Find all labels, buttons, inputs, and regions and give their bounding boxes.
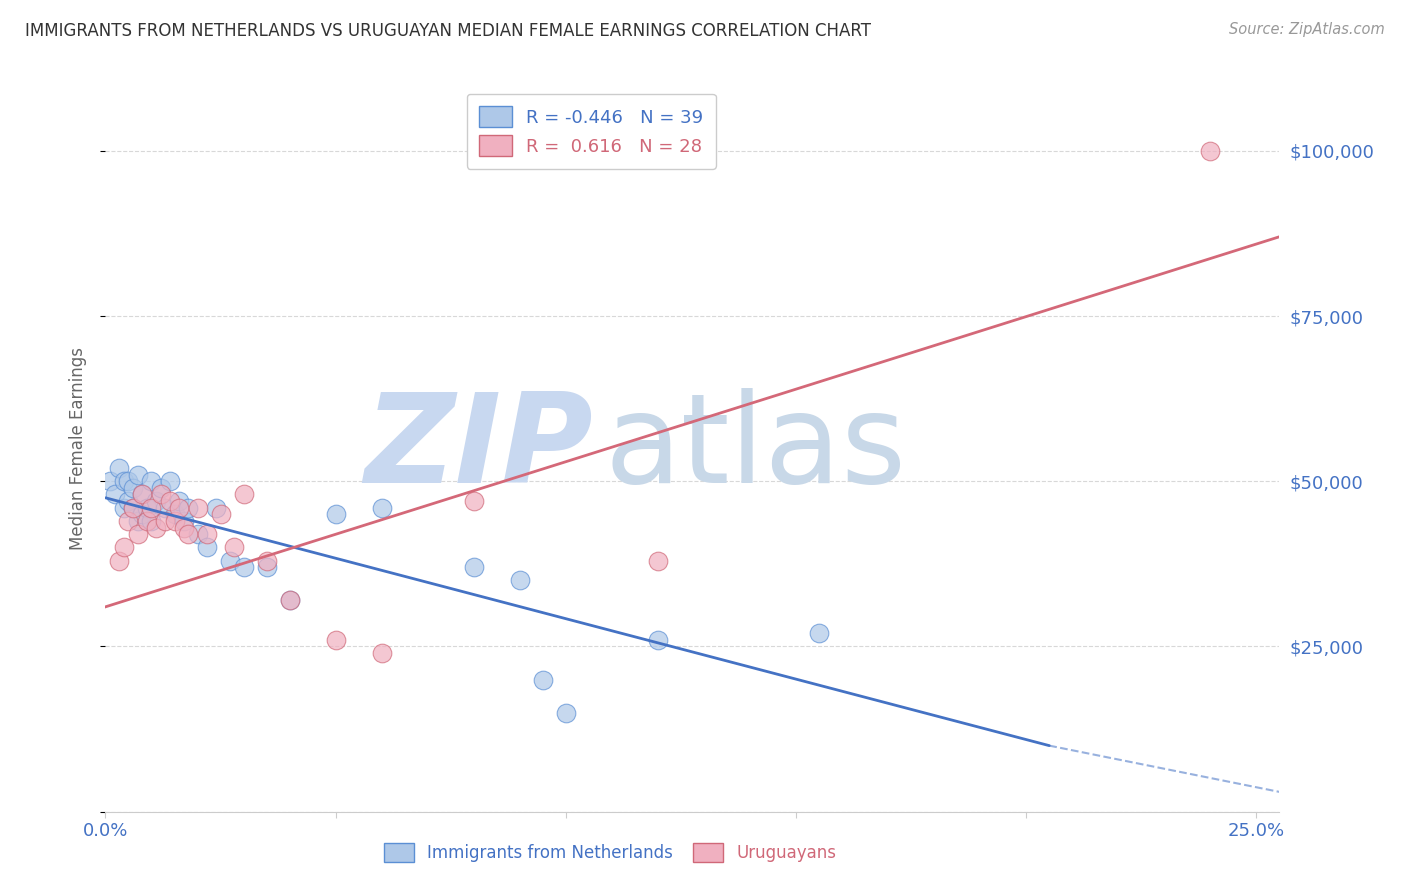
Point — [159, 475, 181, 489]
Point — [554, 706, 576, 720]
Point — [112, 475, 135, 489]
Point — [232, 560, 254, 574]
Point — [122, 500, 145, 515]
Point — [463, 494, 485, 508]
Point — [195, 527, 218, 541]
Point — [149, 481, 172, 495]
Point — [117, 475, 139, 489]
Point — [256, 560, 278, 574]
Point — [167, 500, 190, 515]
Legend: Immigrants from Netherlands, Uruguayans: Immigrants from Netherlands, Uruguayans — [377, 836, 844, 869]
Point — [173, 520, 195, 534]
Point — [173, 514, 195, 528]
Point — [205, 500, 228, 515]
Point — [177, 500, 200, 515]
Point — [209, 508, 232, 522]
Point — [122, 481, 145, 495]
Point — [163, 514, 186, 528]
Point — [163, 508, 186, 522]
Point — [224, 541, 246, 555]
Point — [131, 487, 153, 501]
Point — [141, 475, 163, 489]
Point — [117, 514, 139, 528]
Point — [127, 467, 149, 482]
Point — [155, 500, 177, 515]
Point — [218, 553, 240, 567]
Point — [370, 500, 392, 515]
Point — [278, 593, 301, 607]
Text: atlas: atlas — [605, 388, 907, 508]
Point — [127, 527, 149, 541]
Point — [159, 494, 181, 508]
Point — [135, 500, 157, 515]
Point — [177, 527, 200, 541]
Point — [647, 632, 669, 647]
Point — [112, 500, 135, 515]
Point — [531, 673, 554, 687]
Point — [167, 494, 190, 508]
Point — [117, 494, 139, 508]
Point — [108, 553, 131, 567]
Point — [141, 514, 163, 528]
Point — [135, 514, 157, 528]
Point — [278, 593, 301, 607]
Point — [112, 541, 135, 555]
Point — [256, 553, 278, 567]
Point — [155, 514, 177, 528]
Point — [141, 500, 163, 515]
Text: Source: ZipAtlas.com: Source: ZipAtlas.com — [1229, 22, 1385, 37]
Point — [131, 487, 153, 501]
Point — [325, 632, 347, 647]
Point — [131, 508, 153, 522]
Point — [122, 500, 145, 515]
Point — [104, 487, 127, 501]
Point — [98, 475, 121, 489]
Point — [509, 574, 531, 588]
Point — [145, 494, 167, 508]
Point — [463, 560, 485, 574]
Point — [108, 461, 131, 475]
Text: ZIP: ZIP — [364, 388, 593, 508]
Point — [127, 514, 149, 528]
Point — [186, 527, 208, 541]
Point — [149, 487, 172, 501]
Y-axis label: Median Female Earnings: Median Female Earnings — [69, 347, 87, 549]
Point — [370, 646, 392, 660]
Point — [808, 626, 831, 640]
Point — [195, 541, 218, 555]
Point — [232, 487, 254, 501]
Point — [186, 500, 208, 515]
Text: IMMIGRANTS FROM NETHERLANDS VS URUGUAYAN MEDIAN FEMALE EARNINGS CORRELATION CHAR: IMMIGRANTS FROM NETHERLANDS VS URUGUAYAN… — [25, 22, 872, 40]
Point — [145, 520, 167, 534]
Point — [325, 508, 347, 522]
Point — [647, 553, 669, 567]
Point — [1199, 144, 1222, 158]
